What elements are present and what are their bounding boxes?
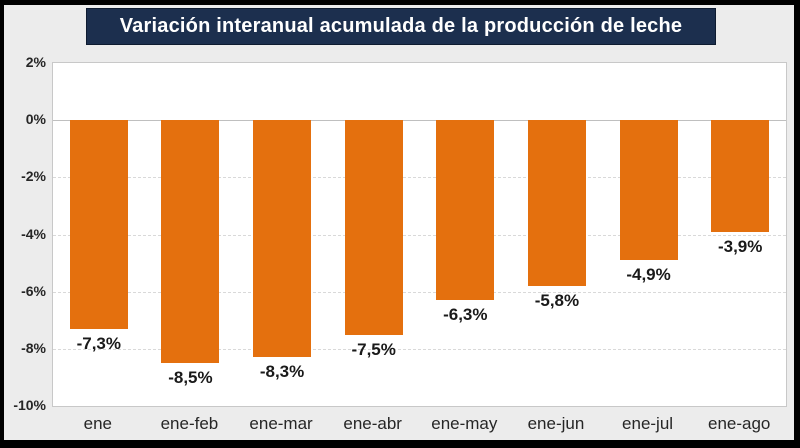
bar-value-label: -3,9% — [717, 236, 763, 256]
bar-value-label: -8,3% — [259, 362, 305, 382]
gridline — [53, 177, 786, 179]
y-axis-tick-label: -10% — [13, 397, 46, 413]
x-axis-category-label: ene-abr — [343, 414, 402, 433]
chart-title-banner: Variación interanual acumulada de la pro… — [86, 8, 716, 45]
bar-value-label: -7,5% — [351, 339, 396, 359]
x-axis-category-label: ene-may — [431, 414, 498, 433]
y-axis-tick-label: -4% — [21, 225, 46, 242]
bar-ene — [69, 120, 128, 329]
frame-border-left — [0, 0, 4, 448]
x-axis-category-label: ene — [83, 414, 112, 433]
x-axis-category-label: ene-jul — [622, 414, 674, 433]
bar-ene-mar — [253, 120, 312, 358]
bar-ene-may — [436, 120, 495, 301]
x-axis-category-label: ene-mar — [249, 414, 313, 433]
bar-value-label: -7,3% — [76, 333, 122, 353]
chart-title: Variación interanual acumulada de la pro… — [119, 15, 683, 37]
bar-ene-jun — [527, 120, 586, 286]
bar-value-label: -6,3% — [443, 305, 488, 325]
x-axis-category-label: ene-jun — [527, 414, 585, 433]
plot-area: -7,3% -8,5% -8,3% -7,5% -6,3% -5,8% -4,9% -3,9% — [52, 62, 787, 407]
y-axis-tick-label: -8% — [21, 339, 46, 356]
frame-border-bottom — [0, 440, 800, 448]
bar-ene-feb — [161, 120, 220, 364]
y-axis-tick-label: -6% — [21, 282, 46, 299]
y-axis-tick-label: -2% — [21, 168, 46, 185]
bar-ene-ago — [711, 120, 770, 232]
bar-value-label: -5,8% — [534, 290, 580, 310]
frame-border-top — [0, 0, 800, 5]
zero-gridline — [53, 120, 786, 122]
y-axis-tick-label: 0% — [25, 111, 46, 128]
x-axis-category-label: ene-ago — [707, 414, 771, 433]
gridline — [53, 234, 786, 236]
frame-border-right — [794, 0, 800, 448]
bar-ene-abr — [344, 120, 403, 335]
bar-ene-jul — [619, 120, 678, 261]
bar-value-label: -4,9% — [626, 265, 671, 285]
gridline — [53, 291, 786, 293]
bar-value-label: -8,5% — [168, 368, 213, 388]
gridline — [53, 348, 786, 350]
y-axis-tick-label: 2% — [25, 54, 46, 70]
x-axis-category-label: ene-feb — [160, 414, 219, 433]
